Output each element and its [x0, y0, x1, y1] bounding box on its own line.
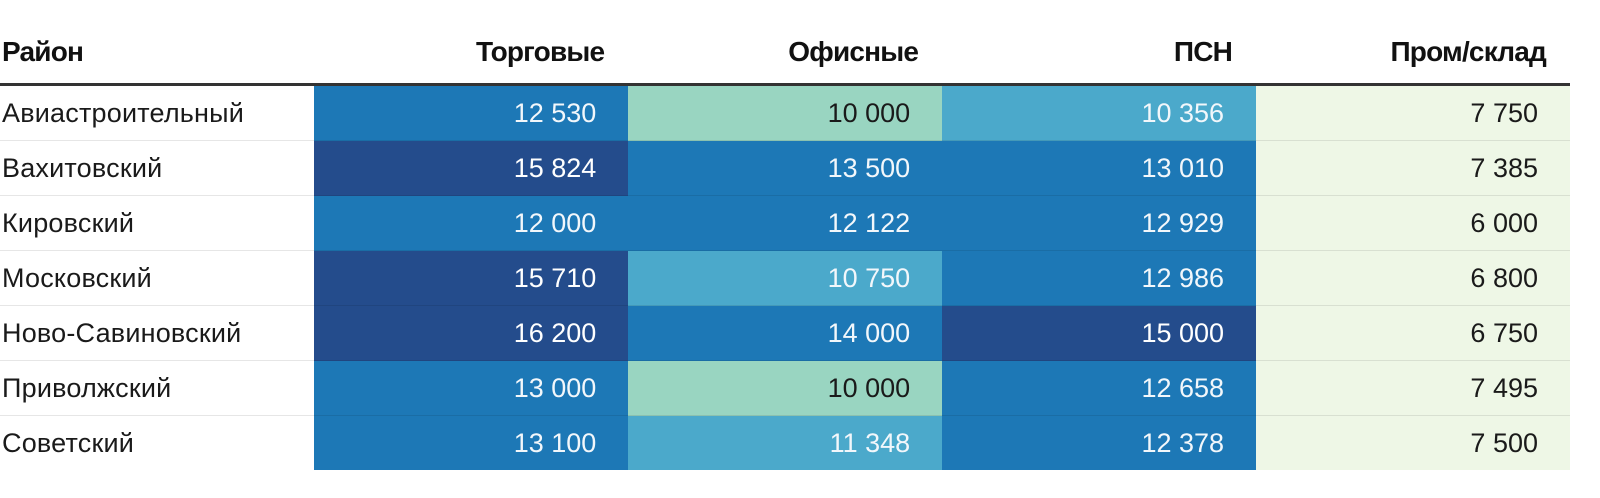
district-name: Ново-Савиновский: [0, 305, 315, 361]
cell-industrial: 6 750: [1256, 305, 1570, 361]
district-name: Советский: [2, 427, 135, 458]
cell-psn: 12 986: [942, 250, 1257, 306]
district-name: Московский: [0, 250, 315, 306]
column-header-retail: Торговые: [314, 20, 629, 86]
cell-psn: 12 929: [942, 195, 1257, 251]
table-row: Московский 15 710 10 750 12 986 6 800: [0, 250, 1570, 306]
column-header-office: Офисные: [628, 20, 943, 86]
cell-office: 11 348: [628, 415, 943, 470]
header-row: Район Торговые Офисные ПСН Пром/склад: [0, 20, 1570, 86]
cell-psn: 15 000: [942, 305, 1257, 361]
cell-industrial: 7 385: [1256, 140, 1570, 196]
column-header-industrial: Пром/склад: [1256, 20, 1570, 86]
cell-industrial: 6 000: [1256, 195, 1570, 251]
cell-industrial: 6 800: [1256, 250, 1570, 306]
district-name: Вахитовский: [0, 140, 315, 196]
cell-psn: 10 356: [942, 84, 1257, 141]
district-name: Кировский: [0, 195, 315, 251]
table-row: Ново-Савиновский 16 200 14 000 15 000 6 750: [0, 305, 1570, 361]
cell-retail: 15 710: [314, 250, 629, 306]
cell-office: 10 000: [628, 84, 943, 141]
cell-office: 10 750: [628, 250, 943, 306]
cell-retail: 13 100: [314, 415, 629, 470]
district-name: Приволжский: [0, 360, 315, 416]
cell-retail: 16 200: [314, 305, 629, 361]
cell-industrial: 7 495: [1256, 360, 1570, 416]
district-name: Авиастроительный: [0, 84, 315, 141]
cell-retail: 12 530: [314, 84, 629, 141]
table-row: Приволжский 13 000 10 000 12 658 7 495: [0, 360, 1570, 416]
table-row: Вахитовский 15 824 13 500 13 010 7 385: [0, 140, 1570, 196]
cell-psn: 12 378: [942, 415, 1257, 470]
cell-industrial: 7 500: [1256, 415, 1570, 470]
cell-retail: 13 000: [314, 360, 629, 416]
cell-office: 14 000: [628, 305, 943, 361]
cell-office: 13 500: [628, 140, 943, 196]
cell-retail: 12 000: [314, 195, 629, 251]
cell-industrial: 7 750: [1256, 84, 1570, 141]
cell-psn: 13 010: [942, 140, 1257, 196]
cell-psn: 12 658: [942, 360, 1257, 416]
table-row: Кировский 12 000 12 122 12 929 6 000: [0, 195, 1570, 251]
table-row: Советский 13 100 11 348 12 378 7 500: [0, 415, 1570, 470]
column-header-psn: ПСН: [942, 20, 1257, 86]
cell-office: 10 000: [628, 360, 943, 416]
column-header-district: Район: [0, 20, 315, 86]
table-body: Авиастроительный 12 530 10 000 10 356 7 750 В…: [0, 84, 1570, 470]
table-row: Авиастроительный 12 530 10 000 10 356 7 750: [0, 84, 1570, 141]
heatmap-table: Район Торговые Офисные ПСН Пром/склад Ав…: [0, 20, 1570, 470]
cell-office: 12 122: [628, 195, 943, 251]
cell-retail: 15 824: [314, 140, 629, 196]
